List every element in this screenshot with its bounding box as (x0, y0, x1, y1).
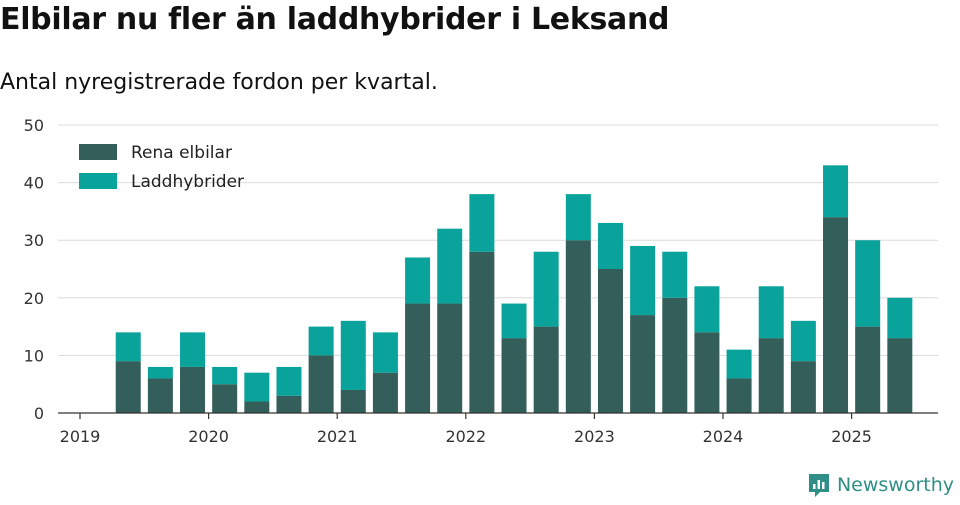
bar-rena-elbilar (469, 251, 495, 413)
bar-laddhybrider (823, 165, 849, 218)
bar-laddhybrider (662, 251, 688, 298)
bar-laddhybrider (469, 194, 495, 252)
bar-laddhybrider (244, 372, 270, 402)
chart-title: Elbilar nu fler än laddhybrider i Leksan… (0, 2, 670, 37)
y-tick-label: 10 (24, 346, 44, 365)
bar-laddhybrider (790, 320, 816, 362)
bar-rena-elbilar (790, 361, 816, 413)
chart-subtitle: Antal nyregistrerade fordon per kvartal. (0, 70, 438, 95)
bar-rena-elbilar (340, 389, 366, 413)
bar-rena-elbilar (501, 338, 527, 413)
bar-laddhybrider (565, 194, 591, 241)
x-tick-label: 2024 (703, 427, 744, 446)
bar-laddhybrider (501, 303, 527, 339)
bar-rena-elbilar (855, 326, 881, 413)
bar-laddhybrider (212, 366, 238, 385)
bar-rena-elbilar (276, 395, 302, 413)
bar-laddhybrider (405, 257, 431, 304)
bar-laddhybrider (437, 228, 463, 304)
x-tick-label: 2021 (317, 427, 358, 446)
x-tick-label: 2025 (831, 427, 872, 446)
bar-rena-elbilar (758, 338, 784, 413)
y-tick-label: 30 (24, 231, 44, 250)
bar-rena-elbilar (662, 297, 688, 413)
newsworthy-icon (808, 474, 829, 497)
bar-laddhybrider (372, 332, 398, 373)
bar-laddhybrider (308, 326, 334, 356)
bar-rena-elbilar (630, 315, 656, 413)
bar-rena-elbilar (405, 303, 431, 413)
bar-rena-elbilar (533, 326, 559, 413)
bar-rena-elbilar (372, 372, 398, 413)
legend-label: Rena elbilar (131, 143, 232, 163)
x-tick-label: 2023 (574, 427, 615, 446)
legend-swatch (79, 173, 117, 189)
bar-rena-elbilar (115, 361, 141, 413)
bar-rena-elbilar (887, 338, 913, 413)
bar-laddhybrider (758, 286, 784, 339)
stacked-bar-chart: 0 10 20 30 40 50 2019 2020 2021 2022 2023 2024 2025 R… (24, 116, 938, 446)
bar-laddhybrider (855, 240, 881, 327)
brand-logo: Newsworthy (807, 472, 954, 498)
bar-laddhybrider (694, 286, 720, 333)
bar-laddhybrider (630, 245, 656, 316)
x-tick-label: 2019 (60, 427, 101, 446)
bar-laddhybrider (533, 251, 559, 327)
bar-rena-elbilar (726, 378, 752, 413)
bar-rena-elbilar (147, 378, 173, 413)
legend-label: Laddhybrider (131, 172, 244, 192)
bar-rena-elbilar (437, 303, 463, 413)
bar-rena-elbilar (180, 366, 206, 413)
legend-swatch (79, 144, 117, 160)
bar-laddhybrider (597, 222, 623, 269)
bar-laddhybrider (276, 366, 302, 396)
bar-rena-elbilar (244, 401, 270, 413)
bar-laddhybrider (887, 297, 913, 339)
y-tick-label: 40 (24, 174, 44, 193)
bar-rena-elbilar (565, 240, 591, 413)
bar-laddhybrider (115, 332, 141, 362)
bar-rena-elbilar (597, 269, 623, 413)
bar-laddhybrider (340, 320, 366, 390)
bar-rena-elbilar (308, 355, 334, 413)
y-tick-label: 0 (34, 404, 44, 423)
y-tick-label: 20 (24, 289, 44, 308)
bar-rena-elbilar (823, 217, 849, 413)
bar-laddhybrider (726, 349, 752, 379)
bar-laddhybrider (147, 366, 173, 379)
x-tick-label: 2020 (188, 427, 229, 446)
brand-name: Newsworthy (836, 474, 954, 496)
bar-laddhybrider (180, 332, 206, 367)
x-tick-label: 2022 (445, 427, 486, 446)
y-tick-label: 50 (24, 116, 44, 135)
bar-rena-elbilar (694, 332, 720, 413)
bar-rena-elbilar (212, 384, 238, 413)
